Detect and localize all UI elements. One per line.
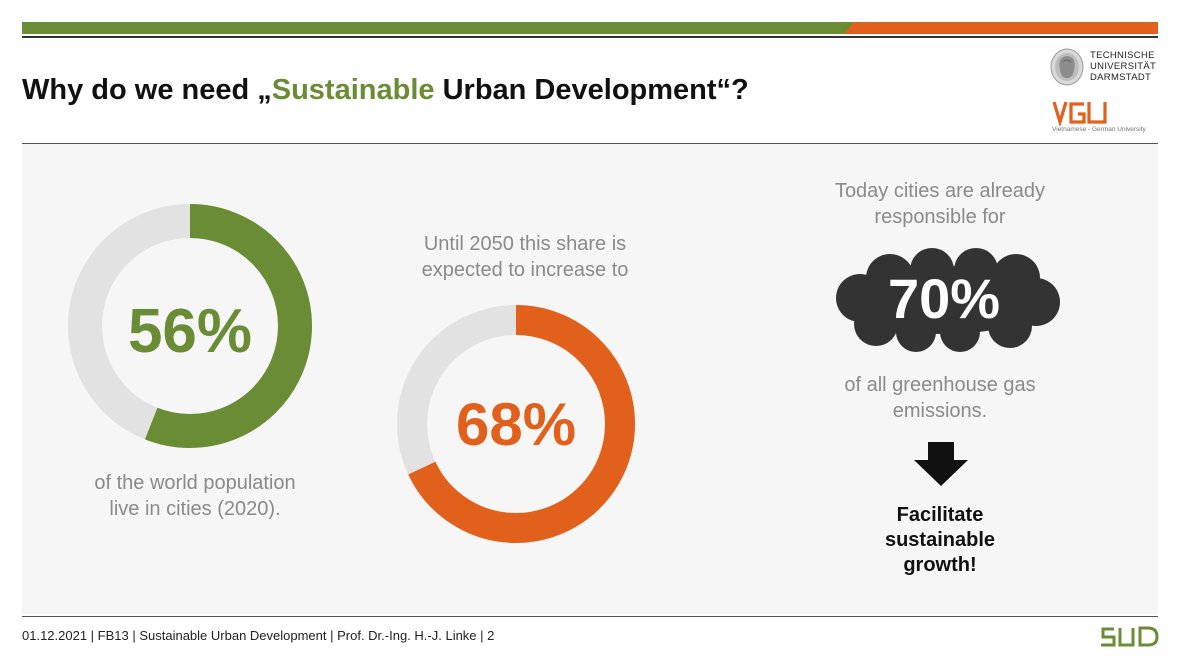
conclusion-line-1: Facilitate bbox=[896, 504, 984, 526]
donut-chart-2020 bbox=[68, 204, 312, 448]
stat-2050-value: 68% bbox=[455, 391, 577, 458]
emissions-caption-line-2: emissions. bbox=[892, 400, 988, 422]
title-separator bbox=[22, 143, 1158, 144]
donut-2020-fill bbox=[68, 204, 312, 448]
stat-2020-caption-line-1: of the world population bbox=[94, 472, 296, 494]
header-rule bbox=[22, 36, 1158, 38]
title-suffix: Urban Development“? bbox=[434, 74, 749, 106]
slide-title: Why do we need „Sustainable Urban Develo… bbox=[22, 74, 749, 107]
vgu-subtitle: Vietnamese - German University bbox=[1052, 126, 1146, 133]
tud-line-1: TECHNISCHE bbox=[1090, 50, 1155, 61]
header-accent-bar-green bbox=[22, 22, 854, 34]
emissions-value: 70% bbox=[887, 267, 1001, 330]
tud-line-3: DARMSTADT bbox=[1090, 72, 1152, 83]
tu-darmstadt-logo: TECHNISCHE UNIVERSITÄT DARMSTADT bbox=[1050, 46, 1160, 90]
stat-2020-caption: of the world population live in cities (… bbox=[30, 470, 360, 522]
tud-line-2: UNIVERSITÄT bbox=[1090, 61, 1157, 72]
tud-wordmark: TECHNISCHE UNIVERSITÄT DARMSTADT bbox=[1090, 50, 1156, 83]
footer-text: 01.12.2021 | FB13 | Sustainable Urban De… bbox=[22, 628, 495, 643]
arrow-down-icon bbox=[914, 442, 968, 486]
emissions-caption-line-1: of all greenhouse gas bbox=[844, 374, 1036, 396]
stat-2050-intro: Until 2050 this share is expected to inc… bbox=[370, 231, 680, 283]
stat-2050-intro-line-2: expected to increase to bbox=[421, 259, 629, 281]
stat-2020-caption-line-2: live in cities (2020). bbox=[109, 498, 281, 520]
vgu-logo-mark-icon bbox=[1052, 101, 1107, 126]
header-accent-bar-orange bbox=[844, 22, 1158, 34]
emissions-intro-line-2: responsible for bbox=[874, 206, 1006, 228]
conclusion-text: Facilitate sustainable growth! bbox=[840, 503, 1040, 578]
donut-2050-fill bbox=[397, 305, 635, 543]
title-highlight: Sustainable bbox=[271, 74, 435, 106]
vgu-logo: Vietnamese - German University bbox=[1052, 98, 1160, 138]
donut-chart-2050 bbox=[397, 305, 635, 543]
conclusion-line-3: growth! bbox=[903, 554, 977, 576]
emissions-intro-line-1: Today cities are already bbox=[834, 180, 1046, 202]
title-prefix: Why do we need „ bbox=[22, 74, 272, 106]
emissions-intro: Today cities are already responsible for bbox=[790, 178, 1090, 230]
stat-2050-intro-line-1: Until 2050 this share is bbox=[423, 233, 627, 255]
emissions-caption: of all greenhouse gas emissions. bbox=[790, 372, 1090, 424]
cloud-icon bbox=[836, 248, 1060, 352]
conclusion-line-2: sustainable bbox=[884, 529, 996, 551]
footer-rule bbox=[22, 616, 1158, 617]
sud-logo-icon bbox=[1101, 626, 1159, 647]
stat-2020-value: 56% bbox=[127, 297, 253, 366]
tud-seal-icon bbox=[1050, 48, 1084, 86]
